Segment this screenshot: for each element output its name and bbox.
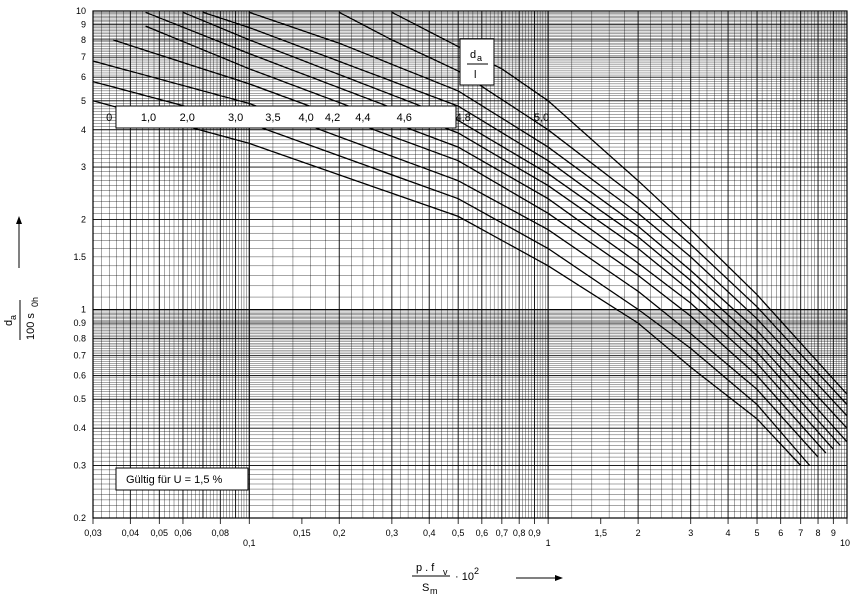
series-line-5	[145, 11, 841, 446]
x-tick-label-1: 0,04	[122, 528, 140, 538]
curve-label-3: 3,0	[228, 112, 243, 124]
y-tick-label-16: 8	[81, 35, 86, 45]
series-group	[92, 11, 848, 466]
x-tick-label-16: 1,5	[595, 528, 608, 538]
curve-label-1: 1,0	[141, 112, 156, 124]
x-label-numerator-sub: v	[443, 567, 448, 577]
annotation-text: Gültig für U = 1,5 %	[126, 474, 223, 486]
curve-label-8: 4,6	[397, 112, 412, 124]
curve-label-2: 2,0	[180, 112, 195, 124]
y-tick-label-10: 2	[81, 215, 86, 225]
curve-label-9: 4,8	[456, 112, 471, 124]
x-tick-label-2: 0,05	[151, 528, 169, 538]
x-tick-label-12: 0,7	[496, 528, 509, 538]
y-tick-labels: 0.2 0.3 0.4 0.5 0.6 0.7 0.8 0.9 1 1.5 2 3 4 5 6 7 8 9 10	[73, 6, 86, 523]
y-tick-label-7: 0.9	[73, 318, 86, 328]
x-tick-label-18: 3	[688, 528, 693, 538]
y-tick-label-12: 4	[81, 125, 86, 135]
curve-labels: 0 1,0 2,0 3,0 3,5 4,0 4,2 4,4 4,6 4,8 5,0	[106, 112, 549, 124]
x-label-suffix-sup: 2	[474, 566, 479, 576]
annotation-box	[115, 467, 249, 491]
x-tick-label-0: 0,03	[84, 528, 102, 538]
x-tick-label-10: 0,5	[452, 528, 465, 538]
series-line-7	[202, 11, 848, 429]
x-tick-label-6: 0,15	[293, 528, 311, 538]
y-label-denominator: 100 s	[25, 313, 37, 340]
curve-label-7: 4,4	[355, 112, 370, 124]
x-axis-label: p . f v S m · 10 2	[412, 562, 563, 596]
x-tick-label-11: 0,6	[476, 528, 489, 538]
x-label-denominator-sub: m	[430, 586, 438, 596]
y-tick-label-11: 3	[81, 162, 86, 172]
x-tick-label-21: 6	[778, 528, 783, 538]
x-tick-label-3: 0,06	[174, 528, 192, 538]
x-tick-label-20: 5	[755, 528, 760, 538]
x-tick-label-22: 7	[798, 528, 803, 538]
legend-title-denominator: l	[474, 69, 476, 81]
series-line-0	[92, 100, 802, 466]
y-tick-label-4: 0.6	[73, 371, 86, 381]
x-label-suffix: · 10	[455, 571, 474, 583]
x-tick-label-19: 4	[726, 528, 731, 538]
series-line-6	[182, 11, 848, 443]
x-tick-label-17: 2	[636, 528, 641, 538]
y-label-denominator-sub: 0h	[30, 297, 40, 307]
legend-title-numerator: d	[470, 49, 476, 61]
grid	[92, 10, 848, 519]
y-tick-label-2: 0.4	[73, 423, 86, 433]
x-tick-label-25: 10	[840, 538, 850, 548]
y-tick-label-0: 0.2	[73, 513, 86, 523]
plot-frame	[92, 10, 848, 519]
plot-border	[92, 10, 848, 519]
curve-label-4: 3,5	[265, 112, 280, 124]
series-line-8	[249, 11, 848, 417]
y-tick-label-9: 1.5	[73, 252, 86, 262]
y-tick-label-15: 7	[81, 52, 86, 62]
y-tick-label-17: 9	[81, 20, 86, 30]
y-label-numerator: d	[3, 320, 15, 326]
series-line-1	[92, 80, 811, 466]
x-tick-label-14: 0,9	[528, 528, 541, 538]
series-line-4	[145, 25, 834, 450]
curve-label-6: 4,2	[325, 112, 340, 124]
curve-label-0: 0	[106, 112, 112, 124]
curve-label-5: 4,0	[299, 112, 314, 124]
y-tick-label-14: 6	[81, 72, 86, 82]
x-tick-label-9: 0,4	[423, 528, 436, 538]
x-tick-labels: 0,03 0,04 0,05 0,06 0,08 0,1 0,15 0,2 0,3 0,4 0,5 0…	[84, 518, 850, 548]
x-tick-label-15: 1	[546, 538, 551, 548]
x-tick-label-7: 0,2	[333, 528, 346, 538]
x-tick-label-24: 9	[831, 528, 836, 538]
curve-label-strip	[115, 105, 457, 129]
y-tick-label-6: 0.8	[73, 333, 86, 343]
x-tick-label-4: 0,08	[212, 528, 230, 538]
x-tick-label-5: 0,1	[243, 538, 256, 548]
x-tick-label-13: 0,8	[513, 528, 526, 538]
y-tick-label-18: 10	[76, 6, 86, 16]
series-line-9	[338, 11, 848, 405]
y-tick-label-13: 5	[81, 96, 86, 106]
y-axis-label: d a 100 s 0h	[3, 216, 40, 340]
x-tick-label-23: 8	[816, 528, 821, 538]
x-label-numerator: p . f	[416, 562, 435, 574]
y-label-numerator-sub: a	[8, 315, 18, 320]
legend-title-box	[459, 38, 495, 86]
y-tick-label-3: 0.5	[73, 394, 86, 404]
x-tick-label-8: 0,3	[386, 528, 399, 538]
y-tick-label-8: 1	[81, 304, 86, 314]
x-label-denominator: S	[422, 582, 429, 594]
y-tick-label-1: 0.3	[73, 460, 86, 470]
legend-title-numerator-sub: a	[477, 53, 482, 63]
y-tick-label-5: 0.7	[73, 351, 86, 361]
series-line-3	[112, 39, 827, 454]
curve-label-10: 5,0	[534, 112, 549, 124]
